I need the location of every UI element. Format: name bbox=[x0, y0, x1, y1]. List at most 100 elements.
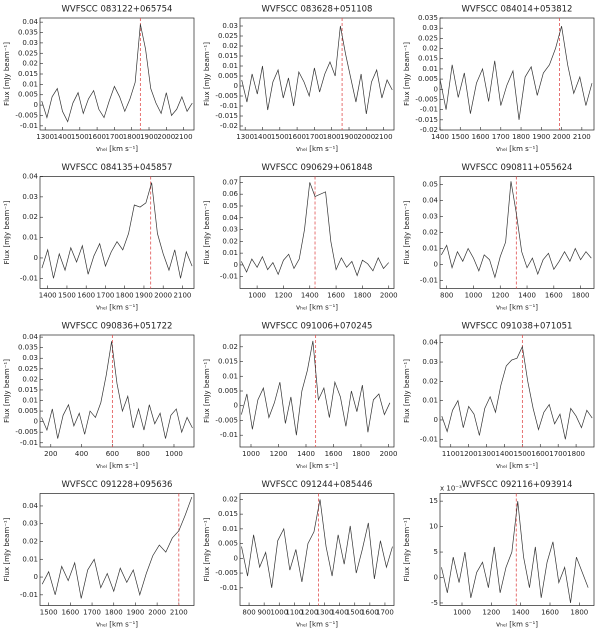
y-tick-label: 0 bbox=[234, 261, 238, 269]
plot-frame bbox=[239, 493, 395, 606]
x-tick-label: 1700 bbox=[105, 133, 123, 141]
y-tick-label: 0.01 bbox=[22, 555, 38, 563]
chart-title: WVFSCC 091006+070245 bbox=[262, 322, 373, 332]
x-axis-label: vₕₑₗ [km s⁻¹] bbox=[496, 621, 538, 629]
x-tick-label: 1800 bbox=[570, 609, 588, 617]
y-tick-label: 0 bbox=[234, 402, 238, 410]
y-tick-label: 0.04 bbox=[422, 339, 438, 347]
x-tick-label: 900 bbox=[257, 609, 270, 617]
x-tick-label: 1400 bbox=[254, 133, 272, 141]
y-tick-label: 0.035 bbox=[418, 14, 438, 22]
plot-frame bbox=[39, 493, 195, 606]
spectrum-line bbox=[41, 341, 193, 439]
x-tick-label: 1700 bbox=[97, 292, 115, 300]
y-tick-label: 0.01 bbox=[22, 234, 38, 242]
x-tick-label: 1000 bbox=[465, 292, 483, 300]
y-tick-label: 0.015 bbox=[18, 386, 38, 394]
x-tick-label: 600 bbox=[106, 450, 119, 458]
y-tick-label: 0.025 bbox=[218, 32, 238, 40]
x-tick-label: 200 bbox=[44, 450, 57, 458]
y-tick-label: 0.03 bbox=[422, 24, 438, 32]
plot-frame bbox=[39, 176, 195, 289]
y-tick-label: -0.005 bbox=[15, 428, 38, 436]
axis-multiplier: x 10⁻³ bbox=[440, 485, 462, 493]
chart-title: WVFSCC 091038+071051 bbox=[462, 322, 573, 332]
spectrum-line bbox=[41, 24, 193, 123]
y-tick-label: 0.03 bbox=[22, 520, 38, 528]
y-tick-label: 15 bbox=[429, 497, 438, 505]
y-axis-label: Flux [mJy beam⁻¹] bbox=[403, 42, 411, 106]
x-tick-label: 1300 bbox=[36, 133, 54, 141]
y-tick-label: 0.015 bbox=[218, 52, 238, 60]
y-tick-label: 0.005 bbox=[218, 72, 238, 80]
x-tick-label: 1700 bbox=[83, 609, 101, 617]
spectrum-line bbox=[441, 181, 592, 279]
x-axis-label: vₕₑₗ [km s⁻¹] bbox=[496, 462, 538, 470]
x-tick-label: 1300 bbox=[316, 609, 334, 617]
chart-title: WVFSCC 090836+051722 bbox=[62, 322, 173, 332]
x-tick-label: 1500 bbox=[346, 609, 364, 617]
y-tick-label: 0.02 bbox=[422, 229, 438, 237]
y-tick-label: 0.01 bbox=[422, 65, 438, 73]
x-axis-label: vₕₑₗ [km s⁻¹] bbox=[96, 462, 138, 470]
spectrum-line bbox=[439, 26, 593, 120]
plot-frame bbox=[439, 493, 595, 606]
x-tick-label: 2000 bbox=[157, 133, 175, 141]
x-tick-label: 2000 bbox=[154, 292, 172, 300]
y-tick-label: -0.005 bbox=[215, 416, 238, 424]
spectrum-line bbox=[241, 182, 390, 277]
x-tick-label: 1400 bbox=[54, 133, 72, 141]
x-axis-label: vₕₑₗ [km s⁻¹] bbox=[296, 304, 338, 312]
y-tick-label: -0.01 bbox=[20, 439, 38, 447]
x-tick-label: 1300 bbox=[478, 450, 496, 458]
x-tick-label: 1800 bbox=[352, 450, 370, 458]
x-axis-label: vₕₑₗ [km s⁻¹] bbox=[96, 145, 138, 153]
chart-title: WVFSCC 084135+045857 bbox=[62, 163, 173, 173]
y-tick-label: 0.005 bbox=[18, 407, 38, 415]
y-tick-label: 0.015 bbox=[18, 70, 38, 78]
y-tick-label: -0.01 bbox=[220, 273, 238, 281]
x-tick-label: 1700 bbox=[492, 133, 510, 141]
y-tick-label: 0.025 bbox=[18, 49, 38, 57]
x-tick-label: 1000 bbox=[453, 609, 471, 617]
x-tick-label: 1700 bbox=[376, 609, 394, 617]
x-tick-label: 2100 bbox=[170, 609, 188, 617]
x-tick-label: 1200 bbox=[460, 450, 478, 458]
x-tick-label: 1400 bbox=[518, 292, 536, 300]
y-tick-label: 0.02 bbox=[222, 495, 238, 503]
x-tick-label: 1700 bbox=[549, 450, 567, 458]
x-axis-label: vₕₑₗ [km s⁻¹] bbox=[296, 621, 338, 629]
y-tick-label: 0.035 bbox=[18, 344, 38, 352]
y-tick-label: 0.07 bbox=[222, 178, 238, 186]
y-tick-label: 0.005 bbox=[18, 91, 38, 99]
y-tick-label: 0.04 bbox=[422, 197, 438, 205]
y-tick-label: 0.02 bbox=[422, 45, 438, 53]
x-tick-label: 1400 bbox=[39, 292, 57, 300]
x-tick-label: 1400 bbox=[496, 450, 514, 458]
y-tick-label: 0.005 bbox=[218, 387, 238, 395]
y-tick-label: 0.05 bbox=[222, 202, 238, 210]
y-tick-label: 0 bbox=[434, 85, 438, 93]
chart-title: WVFSCC 091244+085446 bbox=[262, 480, 373, 490]
x-tick-label: 1500 bbox=[71, 133, 89, 141]
x-tick-label: 1600 bbox=[531, 450, 549, 458]
spectrum-line bbox=[241, 25, 393, 115]
y-axis-label: Flux [mJy beam⁻¹] bbox=[3, 517, 11, 581]
y-tick-label: -0.01 bbox=[420, 106, 438, 114]
y-tick-label: 0 bbox=[234, 554, 238, 562]
y-axis-label: Flux [mJy beam⁻¹] bbox=[203, 517, 211, 581]
y-tick-label: -0.005 bbox=[215, 92, 238, 100]
y-tick-label: 0.01 bbox=[22, 80, 38, 88]
x-axis-label: vₕₑₗ [km s⁻¹] bbox=[96, 304, 138, 312]
y-tick-label: 0.025 bbox=[18, 365, 38, 373]
x-tick-label: 1800 bbox=[105, 609, 123, 617]
y-tick-label: 0 bbox=[234, 82, 238, 90]
x-tick-label: 1600 bbox=[77, 292, 95, 300]
y-tick-label: -0.005 bbox=[15, 111, 38, 119]
chart-title: WVFSCC 091228+095636 bbox=[62, 480, 173, 490]
y-tick-label: 0.035 bbox=[18, 29, 38, 37]
x-tick-label: 2000 bbox=[357, 133, 375, 141]
x-tick-label: 1600 bbox=[327, 292, 345, 300]
plot-frame bbox=[439, 176, 595, 289]
